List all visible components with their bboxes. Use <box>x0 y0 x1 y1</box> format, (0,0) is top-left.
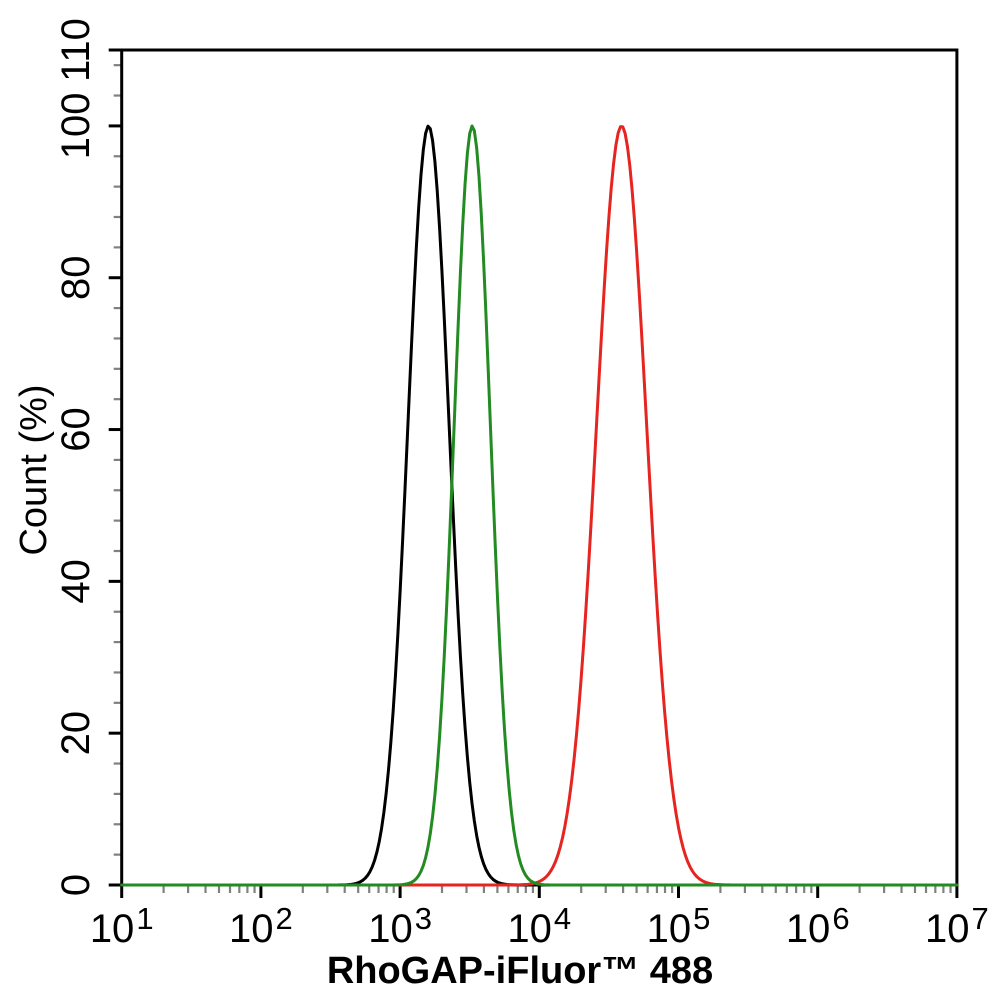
y-axis-tick-label: 40 <box>54 559 98 604</box>
x-axis-tick-label: 107 <box>925 901 989 951</box>
y-axis-tick-label: 0 <box>54 874 98 896</box>
x-axis-tick-label: 102 <box>229 901 293 951</box>
y-axis-title: Count (%) <box>13 384 55 555</box>
histogram-black-curve <box>120 124 959 887</box>
x-axis-title: RhoGAP-iFluor™ 488 <box>327 950 713 992</box>
x-axis-tick-label: 104 <box>507 901 571 951</box>
x-axis-tick-label: 103 <box>368 901 432 951</box>
y-axis-major-ticks <box>108 48 122 887</box>
x-axis-tick-label: 101 <box>90 901 154 951</box>
x-axis-major-ticks <box>120 885 959 898</box>
histogram-green-curve <box>120 124 959 887</box>
y-axis-tick-labels: 0 20 40 60 80 100 110 <box>54 18 98 896</box>
y-axis-tick-label: 20 <box>54 711 98 756</box>
histogram-curves <box>120 124 959 887</box>
y-axis-tick-label: 60 <box>54 407 98 452</box>
x-axis-tick-label: 105 <box>647 901 711 951</box>
plot-frame <box>120 48 959 887</box>
histogram-red-curve <box>120 125 959 887</box>
y-axis-tick-label: 80 <box>54 255 98 300</box>
y-axis-tick-label: 110 <box>54 18 98 82</box>
x-axis-tick-labels: 101 102 103 104 105 106 107 <box>90 901 989 951</box>
y-axis-tick-label: 100 <box>54 93 98 160</box>
x-axis-tick-label: 106 <box>786 901 850 951</box>
